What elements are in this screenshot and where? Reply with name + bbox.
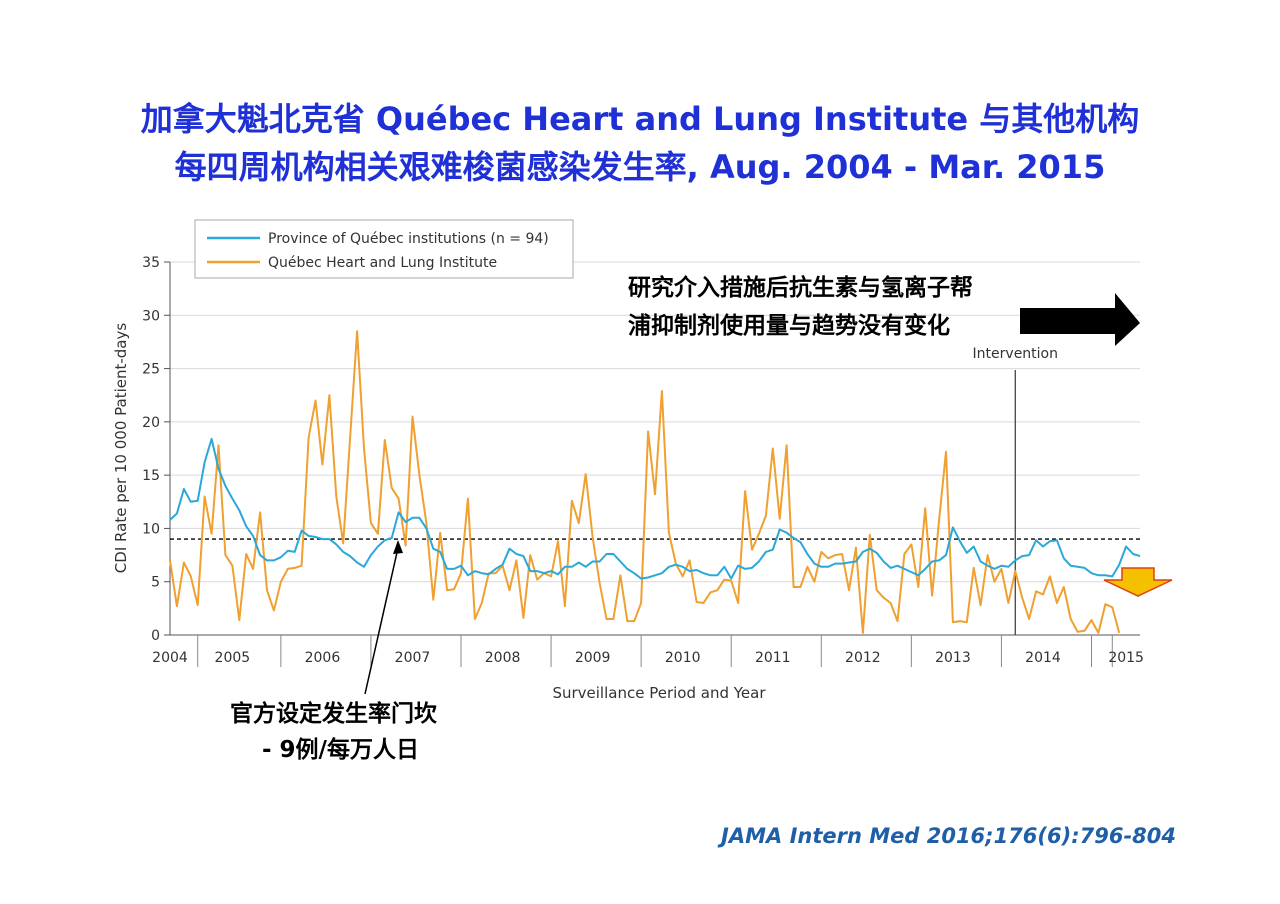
x-year-label: 2015 (1108, 650, 1144, 666)
x-year-label: 2010 (665, 650, 701, 666)
legend-label-province: Province of Québec institutions (n = 94) (268, 231, 549, 247)
x-year-label: 2005 (215, 650, 251, 666)
slide-title-line1: 加拿大魁北克省 Québec Heart and Lung Institute … (140, 100, 1140, 138)
series-line-iucpq (169, 330, 1121, 634)
y-axis-title: CDI Rate per 10 000 Patient-days (112, 323, 130, 574)
y-tick-label: 5 (151, 575, 160, 591)
legend-box (194, 219, 574, 279)
intervention-note-line2: 浦抑制剂使用量与趋势没有变化 (628, 313, 950, 339)
x-year-label: 2012 (845, 650, 881, 666)
threshold-note-line1: 官方设定发生率门坎 (230, 701, 437, 727)
x-year-label: 2006 (305, 650, 341, 666)
y-tick-label: 25 (142, 362, 160, 378)
threshold-pointer-line (364, 547, 399, 695)
legend-label-iucpq: Québec Heart and Lung Institute (268, 255, 497, 271)
x-year-label: 2011 (755, 650, 791, 666)
x-year-label: 2009 (575, 650, 611, 666)
y-tick-label: 0 (151, 628, 160, 644)
legend: Province of Québec institutions (n = 94)… (194, 219, 574, 279)
down-arrow-icon (1103, 567, 1173, 597)
y-tick-label: 30 (142, 308, 160, 324)
intervention-note-line1: 研究介入措施后抗生素与氢离子帮 (628, 275, 973, 301)
intervention-marker: Intervention (973, 346, 1058, 635)
right-arrow-icon (1020, 293, 1140, 346)
citation: JAMA Intern Med 2016;176(6):796-804 (721, 824, 1176, 848)
y-tick-label: 20 (142, 415, 160, 431)
x-axis: 2004 2005 2006 2007 2008 2009 2010 2011 2012 2013… (152, 634, 1144, 667)
intervention-label: Intervention (973, 346, 1058, 362)
threshold-note-line2: - 9例/每万人日 (262, 737, 419, 763)
x-year-label: 2008 (485, 650, 521, 666)
slide-title-line2: 每四周机构相关艰难梭菌感染发生率, Aug. 2004 - Mar. 2015 (174, 148, 1106, 186)
series-lines (169, 330, 1141, 634)
y-tick-label: 35 (142, 255, 160, 271)
y-axis: 0 5 10 15 20 25 30 35 (142, 255, 171, 644)
x-year-label: 2014 (1025, 650, 1061, 666)
y-tick-label: 10 (142, 521, 160, 537)
x-year-label: 2013 (935, 650, 971, 666)
y-tick-label: 15 (142, 468, 160, 484)
gridlines (170, 261, 1140, 583)
threshold-pointer-arrowhead (393, 540, 403, 554)
series-line-province (169, 437, 1141, 580)
x-year-label: 2004 (152, 650, 188, 666)
x-axis-title: Surveillance Period and Year (552, 684, 766, 702)
x-year-label: 2007 (395, 650, 431, 666)
